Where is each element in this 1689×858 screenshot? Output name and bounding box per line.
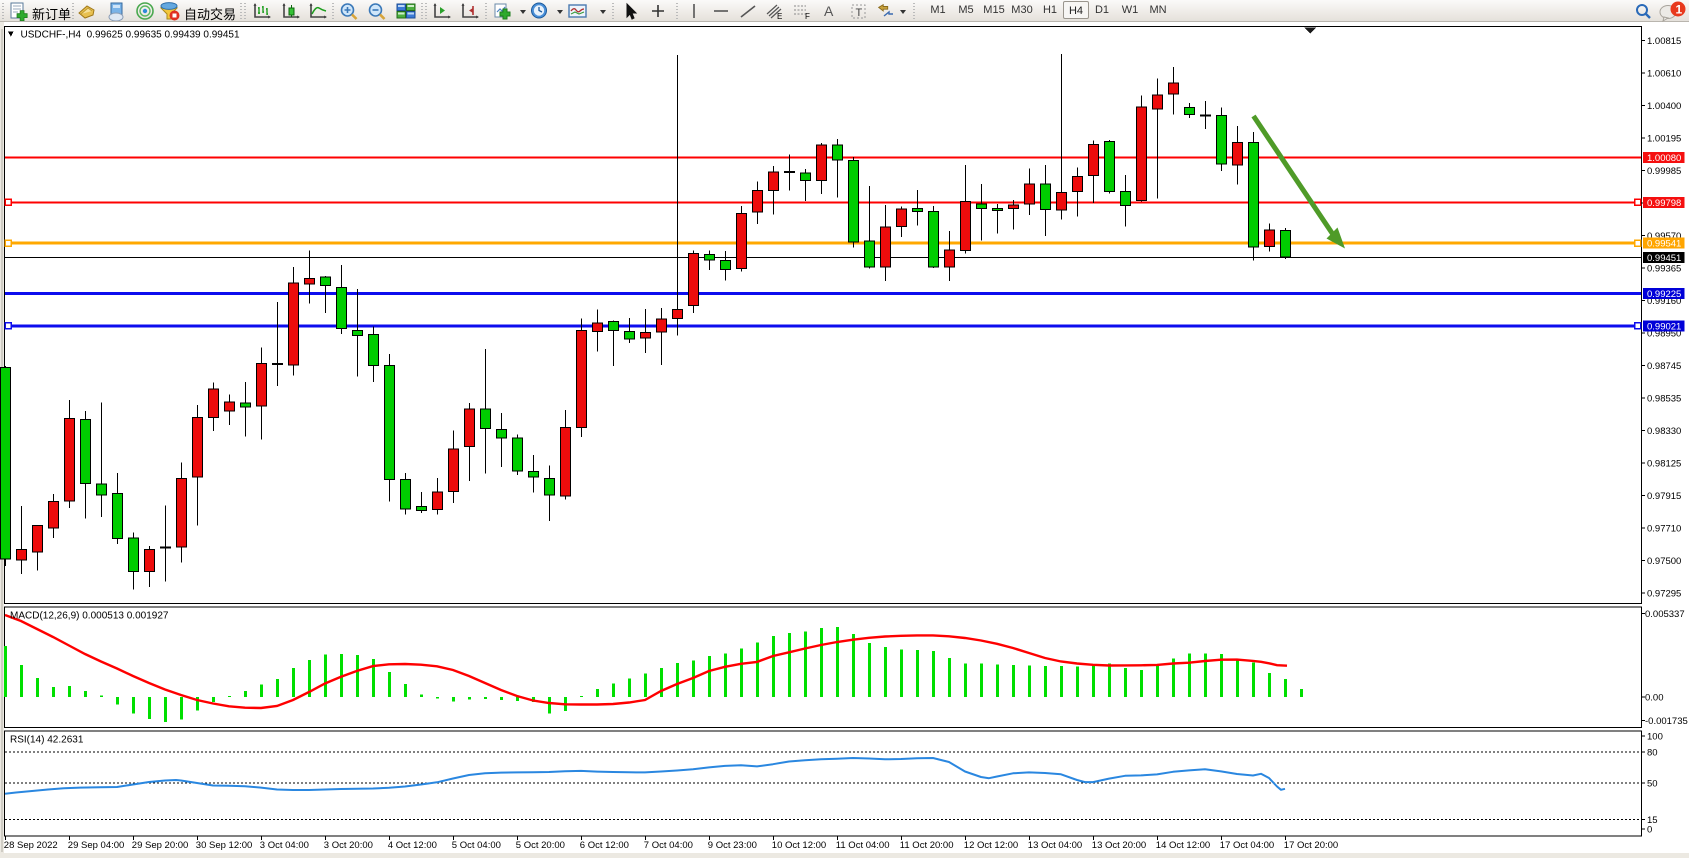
svg-text:0.99160: 0.99160 — [1647, 296, 1681, 307]
svg-text:30 Sep 12:00: 30 Sep 12:00 — [196, 840, 253, 851]
svg-text:17 Oct 04:00: 17 Oct 04:00 — [1220, 840, 1274, 851]
svg-text:5 Oct 20:00: 5 Oct 20:00 — [516, 840, 565, 851]
svg-text:3 Oct 20:00: 3 Oct 20:00 — [324, 840, 373, 851]
svg-text:0.99798: 0.99798 — [1647, 198, 1681, 209]
svg-text:14 Oct 12:00: 14 Oct 12:00 — [1156, 840, 1210, 851]
svg-text:0.97915: 0.97915 — [1647, 491, 1681, 502]
svg-text:1: 1 — [1676, 3, 1683, 17]
svg-text:0.99541: 0.99541 — [1647, 239, 1681, 250]
svg-text:0.005337: 0.005337 — [1645, 609, 1685, 620]
svg-text:1.00080: 1.00080 — [1647, 153, 1681, 164]
svg-text:0.98950: 0.98950 — [1647, 329, 1681, 340]
svg-text:0.00: 0.00 — [1645, 693, 1664, 704]
svg-text:0.99451: 0.99451 — [1647, 253, 1681, 264]
svg-text:1.00400: 1.00400 — [1647, 101, 1681, 112]
svg-text:0.99225: 0.99225 — [1647, 289, 1681, 300]
svg-text:USDCHF-,H4 0.99625 0.99635 0.: USDCHF-,H4 0.99625 0.99635 0.99439 0.994… — [21, 30, 240, 41]
svg-text:0.97295: 0.97295 — [1647, 589, 1681, 600]
svg-text:10 Oct 12:00: 10 Oct 12:00 — [772, 840, 826, 851]
svg-text:0.99021: 0.99021 — [1647, 321, 1681, 332]
svg-text:F: F — [805, 12, 810, 21]
svg-text:3 Oct 04:00: 3 Oct 04:00 — [260, 840, 309, 851]
svg-text:0.97710: 0.97710 — [1647, 524, 1681, 535]
svg-text:0.98535: 0.98535 — [1647, 394, 1681, 405]
svg-text:12 Oct 12:00: 12 Oct 12:00 — [964, 840, 1018, 851]
svg-text:-0.001735: -0.001735 — [1645, 716, 1688, 727]
svg-text:11 Oct 20:00: 11 Oct 20:00 — [900, 840, 954, 851]
svg-text:T: T — [856, 7, 863, 19]
svg-text:28 Sep 2022: 28 Sep 2022 — [4, 840, 58, 851]
svg-text:1.00610: 1.00610 — [1647, 69, 1681, 80]
svg-text:7 Oct 04:00: 7 Oct 04:00 — [644, 840, 693, 851]
svg-text:0.97500: 0.97500 — [1647, 556, 1681, 567]
svg-text:4 Oct 12:00: 4 Oct 12:00 — [388, 840, 437, 851]
svg-text:0.99985: 0.99985 — [1647, 166, 1681, 177]
svg-text:0.98745: 0.98745 — [1647, 361, 1681, 372]
svg-text:29 Sep 04:00: 29 Sep 04:00 — [68, 840, 125, 851]
svg-text:9 Oct 23:00: 9 Oct 23:00 — [708, 840, 757, 851]
svg-text:0.98330: 0.98330 — [1647, 426, 1681, 437]
svg-text:13 Oct 04:00: 13 Oct 04:00 — [1028, 840, 1082, 851]
svg-text:50: 50 — [1647, 779, 1658, 790]
svg-text:0.99570: 0.99570 — [1647, 231, 1681, 242]
svg-text:17 Oct 20:00: 17 Oct 20:00 — [1284, 840, 1338, 851]
svg-text:0.99365: 0.99365 — [1647, 264, 1681, 275]
svg-text:100: 100 — [1647, 732, 1663, 743]
svg-text:E: E — [777, 12, 782, 21]
svg-text:15: 15 — [1647, 815, 1658, 826]
svg-text:RSI(14) 42.2631: RSI(14) 42.2631 — [10, 735, 84, 746]
svg-text:1.00815: 1.00815 — [1647, 36, 1681, 47]
svg-text:MACD(12,26,9) 0.000513 0.00192: MACD(12,26,9) 0.000513 0.001927 — [10, 611, 169, 622]
svg-text:6 Oct 12:00: 6 Oct 12:00 — [580, 840, 629, 851]
svg-text:0: 0 — [1647, 825, 1652, 836]
svg-text:11 Oct 04:00: 11 Oct 04:00 — [836, 840, 890, 851]
svg-text:1.00195: 1.00195 — [1647, 134, 1681, 145]
svg-text:5 Oct 04:00: 5 Oct 04:00 — [452, 840, 501, 851]
svg-text:13 Oct 20:00: 13 Oct 20:00 — [1092, 840, 1146, 851]
svg-text:29 Sep 20:00: 29 Sep 20:00 — [132, 840, 189, 851]
svg-text:80: 80 — [1647, 747, 1658, 758]
svg-text:0.98125: 0.98125 — [1647, 459, 1681, 470]
